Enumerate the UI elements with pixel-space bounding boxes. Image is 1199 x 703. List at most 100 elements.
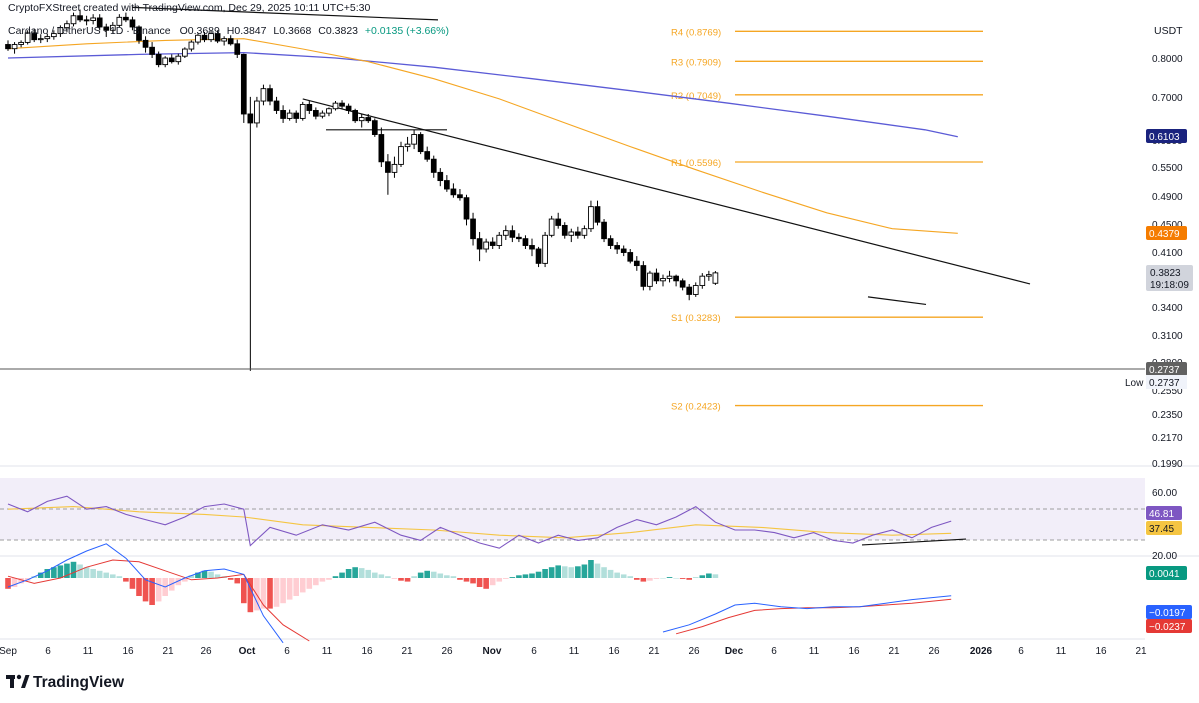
price-tick-label: 0.2550: [1152, 386, 1183, 397]
candle-body: [620, 248, 627, 253]
time-axis-label: 21: [1135, 646, 1147, 657]
candle-body: [450, 188, 457, 196]
candle-body: [319, 112, 326, 117]
candle-body: [214, 33, 221, 42]
macd-histogram-bar: [96, 570, 103, 578]
candle-body: [568, 231, 575, 236]
macd-histogram-bar: [123, 578, 129, 582]
candle-body: [666, 275, 673, 279]
macd-histogram-bar: [555, 565, 561, 578]
price-tick-label: 0.4500: [1152, 220, 1183, 231]
candle-body: [489, 241, 496, 246]
candle-body: [548, 218, 555, 236]
candle-body: [712, 272, 719, 284]
candle-body: [496, 234, 503, 246]
macd-histogram-bar: [70, 561, 77, 578]
macd-histogram-bar: [450, 576, 457, 578]
candle-body: [706, 274, 712, 277]
time-axis-label: 21: [162, 646, 174, 657]
candle-body: [542, 234, 548, 264]
candle-body: [457, 194, 463, 199]
trendlines: [132, 6, 1031, 306]
candle-body: [575, 231, 581, 236]
macd-histogram-bar: [516, 575, 522, 578]
low-value-bg: [1146, 375, 1187, 389]
rsi-tick-label: 60.00: [1152, 488, 1177, 499]
macd-histogram-bar: [83, 567, 90, 578]
macd-histogram-bar: [712, 574, 719, 578]
candle-body: [607, 238, 614, 246]
ohlc-open: O0.3689: [180, 25, 220, 37]
price-axis[interactable]: 0.80000.70000.63000.55000.49000.45000.41…: [1125, 54, 1193, 633]
candle-body: [345, 105, 352, 111]
candle-body: [221, 38, 228, 42]
candle-body: [411, 134, 417, 145]
ohlc-close: C0.3823: [318, 25, 358, 37]
macd-histogram-bar: [548, 567, 555, 578]
rsi-ma-line: [7, 506, 952, 539]
macd-histogram-bar: [634, 578, 640, 580]
macd-histogram-bar: [299, 578, 306, 593]
macd-histogram-bar: [489, 578, 496, 586]
macd-hist-badge-bg: [1146, 566, 1187, 580]
candle-body: [640, 265, 647, 287]
time-axis-label: 26: [441, 646, 453, 657]
macd-histogram-bar: [444, 575, 450, 578]
price-tick-label: 0.2170: [1152, 433, 1183, 444]
rsi-indicator: [7, 495, 967, 549]
candlesticks[interactable]: [5, 9, 719, 371]
last-price-badge-bg: [1146, 265, 1193, 291]
macd-histogram-bar: [227, 578, 234, 580]
candle-body: [483, 241, 490, 250]
macd-signal-badge-bg: [1146, 619, 1192, 633]
time-axis-label: 6: [771, 646, 777, 657]
ema200-badge-bg: [1146, 129, 1187, 143]
macd-histogram-bar: [470, 578, 476, 584]
macd-histogram-bar: [280, 578, 286, 604]
macd-histogram-bar: [627, 576, 634, 578]
tradingview-wordmark: TradingView: [33, 674, 125, 691]
tradingview-logo[interactable]: TradingView: [6, 674, 125, 691]
ema50-line: [7, 38, 958, 234]
symbol-name: Cardano / TetherUS · 1D · Binance: [8, 25, 171, 37]
candle-body: [24, 32, 31, 43]
macd-histogram-bar: [208, 571, 214, 578]
macd-histogram-bar: [339, 572, 345, 578]
candle-body: [502, 230, 509, 236]
low-tag: Low: [1125, 378, 1144, 389]
candle-body: [90, 17, 97, 21]
price-tick-label: 0.1990: [1152, 459, 1183, 470]
candle-body: [699, 275, 706, 287]
candle-body: [476, 238, 483, 250]
macd-histogram-bar: [352, 567, 358, 578]
pivot-levels: R4 (0.8769) R3 (0.7909) R2 (0.7049) R1 (0.5…: [671, 27, 983, 413]
candle-body: [378, 134, 385, 163]
candle-body: [64, 23, 70, 29]
price-tick-label: 0.4100: [1152, 248, 1183, 259]
time-axis-label: 11: [322, 646, 333, 657]
candle-body: [280, 110, 286, 119]
macd-line-badge: −0.0197: [1149, 608, 1186, 619]
candle-body: [660, 278, 666, 282]
price-tick-label: 0.4900: [1152, 192, 1183, 203]
candle-body: [306, 103, 313, 111]
ema200-line: [7, 51, 958, 138]
pivot-label: R1 (0.5596): [671, 158, 721, 169]
macd-histogram-bar: [385, 576, 391, 578]
macd-histogram-bar: [398, 578, 404, 581]
candle-body: [96, 17, 103, 28]
time-axis-label: Nov: [483, 646, 502, 657]
candle-body: [601, 221, 607, 240]
candle-body: [614, 245, 621, 250]
macd-histogram-bar: [286, 578, 293, 600]
time-axis-label: 16: [608, 646, 620, 657]
symbol-legend[interactable]: Cardano / TetherUS · 1D · Binance O0.368…: [8, 25, 449, 37]
time-axis[interactable]: Sep 6 11 16 21 26 Oct 6 11 16 21 26 Nov 6 11 16 21 26 Dec 6…: [0, 646, 1147, 657]
macd-histogram-bar: [404, 578, 411, 582]
time-axis-label: Oct: [239, 646, 256, 657]
tradingview-logo-icon: [6, 674, 30, 688]
macd-histogram-bar: [417, 572, 424, 578]
macd-histogram-bar: [273, 578, 280, 607]
macd-hist-badge: 0.0041: [1149, 569, 1180, 580]
